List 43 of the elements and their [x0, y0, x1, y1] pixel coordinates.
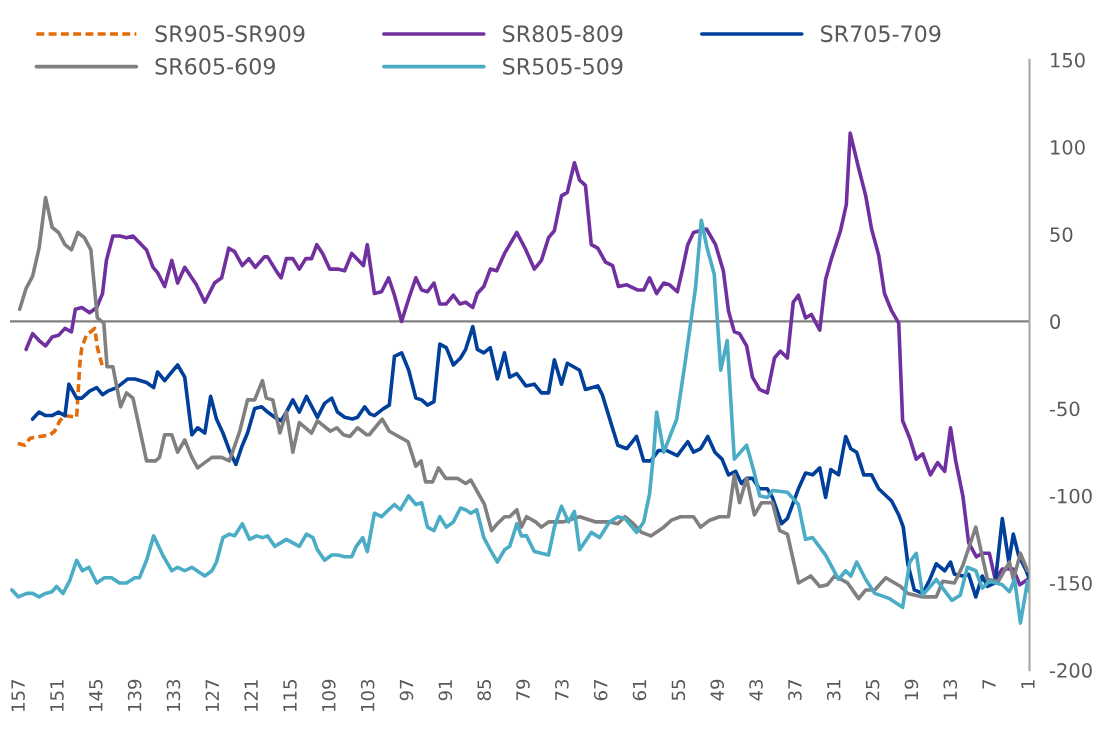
x-tick-label: 97: [399, 680, 414, 701]
x-tick-label: 55: [671, 680, 686, 701]
x-tick-label: 103: [360, 679, 375, 711]
line-series: [15, 326, 105, 448]
x-tick-label: 115: [283, 680, 297, 711]
x-tick-label: 61: [632, 680, 647, 701]
x-tick-label: 109: [321, 679, 336, 711]
y-tick-label: 100: [1051, 140, 1085, 155]
legend-label: SR605-609: [155, 57, 275, 75]
x-tick-label: 133: [166, 679, 181, 711]
x-tick-label: 43: [749, 679, 763, 701]
y-tick-label: -200: [1049, 663, 1092, 678]
x-tick-label: 151: [50, 680, 64, 711]
x-tick-label: 91: [438, 680, 453, 701]
x-tick-label: 85: [477, 680, 491, 701]
y-tick-label: -50: [1049, 401, 1080, 417]
x-tick-label: 25: [865, 680, 880, 701]
y-tick-label: -100: [1049, 488, 1092, 504]
x-tick-label: 73: [555, 679, 569, 700]
x-tick-label: 37: [788, 680, 802, 701]
x-tick-label: 127: [205, 680, 219, 711]
y-tick-label: 50: [1050, 227, 1073, 242]
x-tick-label: 49: [710, 679, 725, 701]
line-series: [30, 324, 1030, 599]
line-series: [24, 131, 1030, 587]
x-tick-label: 121: [244, 680, 258, 711]
x-tick-label: 7: [982, 680, 996, 689]
x-tick-label: 1: [1021, 680, 1035, 688]
x-tick-label: 19: [904, 679, 919, 700]
legend-label: SR505-509: [503, 57, 623, 75]
y-tick-label: -150: [1049, 575, 1092, 591]
legend-label: SR805-809: [503, 25, 623, 43]
x-tick-label: 139: [127, 679, 142, 711]
x-tick-label: 157: [11, 680, 25, 711]
y-tick-label: 0: [1050, 314, 1061, 330]
x-tick-label: 13: [943, 679, 958, 700]
x-tick-label: 31: [826, 680, 841, 701]
x-tick-label: 67: [593, 680, 608, 701]
y-tick-label: 150: [1051, 52, 1085, 68]
x-tick-label: 79: [516, 679, 530, 700]
legend-label: SR905-SR909: [155, 25, 305, 43]
x-tick-label: 145: [89, 680, 103, 711]
legend-label: SR705-709: [821, 25, 941, 43]
